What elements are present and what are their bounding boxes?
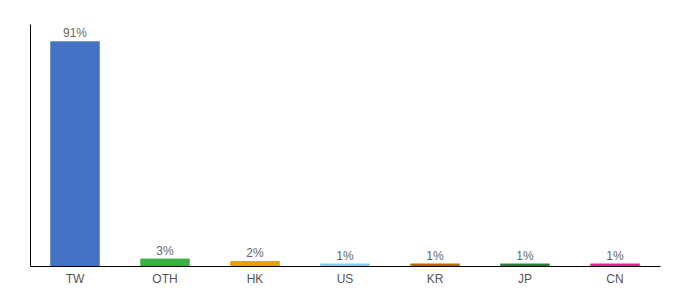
x-tick: CN	[606, 266, 623, 286]
x-tick-label: KR	[427, 272, 444, 286]
data-label: 1%	[516, 249, 534, 263]
x-tick: KR	[427, 266, 444, 286]
data-label: 1%	[606, 249, 624, 263]
x-tick: TW	[66, 266, 85, 286]
x-tick-label: TW	[66, 272, 85, 286]
data-label: 2%	[246, 246, 264, 260]
bar	[410, 264, 460, 266]
plot: TW OTH HK US KR JP CN 91% 3% 2% 1% 1% 1% 1%	[31, 25, 661, 286]
bar	[50, 41, 100, 266]
bar	[590, 264, 640, 266]
x-tick-label: JP	[518, 272, 532, 286]
x-axis-line	[31, 266, 661, 267]
data-label: 91%	[63, 26, 87, 40]
y-axis-line	[30, 25, 31, 267]
chart: TW OTH HK US KR JP CN 91% 3% 2% 1% 1% 1% 1%	[0, 0, 680, 300]
x-tick: OTH	[152, 266, 177, 286]
bar	[230, 261, 280, 266]
x-tick-label: CN	[606, 272, 623, 286]
bar	[320, 264, 370, 266]
y-axis	[30, 25, 31, 267]
x-tick: JP	[518, 266, 532, 286]
x-tick: HK	[247, 266, 264, 286]
data-label: 1%	[426, 249, 444, 263]
data-labels: 91% 3% 2% 1% 1% 1% 1%	[63, 26, 624, 262]
bar	[500, 264, 550, 266]
x-tick-label: OTH	[152, 272, 177, 286]
x-tick-label: US	[337, 272, 354, 286]
data-label: 3%	[156, 244, 174, 258]
data-label: 1%	[336, 249, 354, 263]
x-tick-label: HK	[247, 272, 264, 286]
x-tick: US	[337, 266, 354, 286]
bar	[140, 259, 190, 266]
bars	[50, 41, 640, 266]
x-axis: TW OTH HK US KR JP CN	[31, 266, 661, 286]
